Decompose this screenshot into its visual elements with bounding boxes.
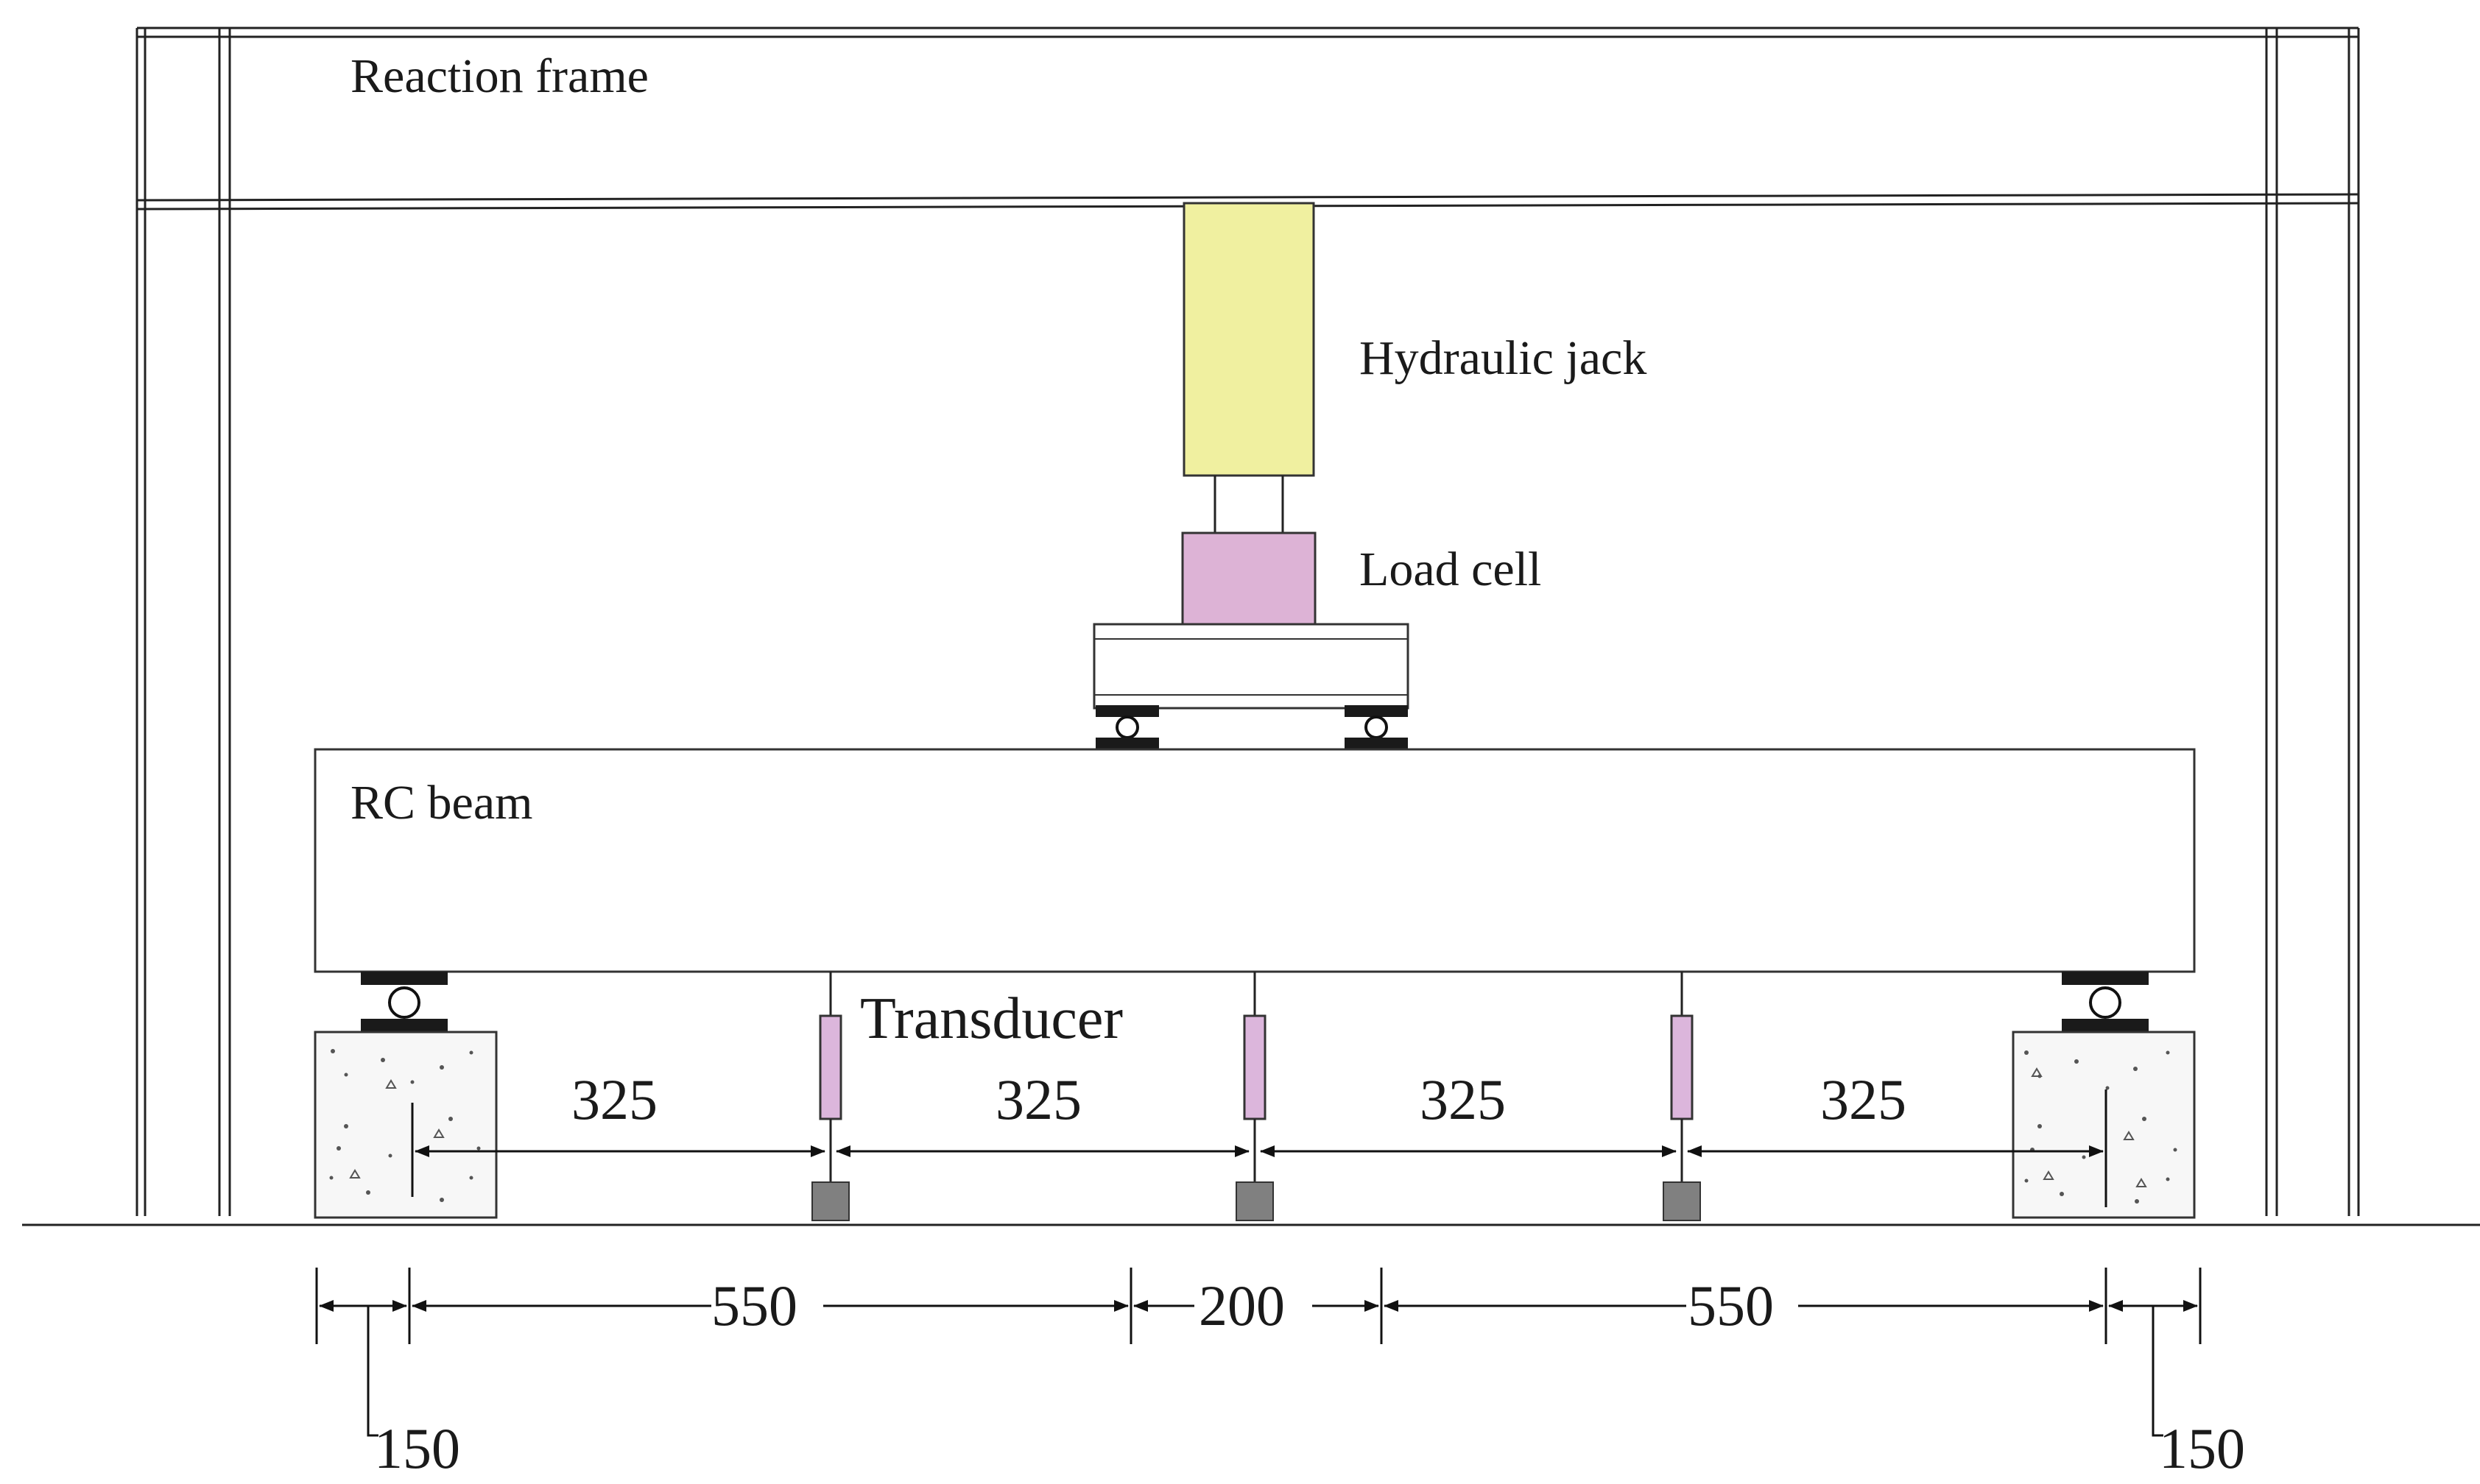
rc-beam xyxy=(314,748,2196,973)
shear-span-left-label: 550 xyxy=(711,1273,797,1338)
loading-roller-right xyxy=(1345,705,1408,749)
reaction-frame-label: Reaction frame xyxy=(350,49,649,103)
load-cell-label: Load cell xyxy=(1359,543,1541,596)
spacing-label-1: 325 xyxy=(571,1067,658,1131)
support-left xyxy=(314,972,498,1219)
hydraulic-jack-label: Hydraulic jack xyxy=(1359,331,1646,385)
hydraulic-jack xyxy=(1183,202,1315,533)
shear-span-right-label: 550 xyxy=(1688,1273,1774,1338)
transducer-mid xyxy=(1236,972,1274,1221)
spacing-label-3: 325 xyxy=(1420,1067,1506,1131)
transducer-left xyxy=(811,972,850,1221)
support-right xyxy=(2012,972,2196,1219)
transducer-label: Transducer xyxy=(860,986,1123,1051)
load-cell xyxy=(1181,531,1317,626)
transducer-right xyxy=(1663,972,1701,1221)
loading-roller-left xyxy=(1096,705,1159,749)
spacing-label-2: 325 xyxy=(996,1067,1082,1131)
spreader-beam xyxy=(1093,623,1409,710)
overhang-left-label: 150 xyxy=(374,1416,460,1480)
load-spacing-label: 200 xyxy=(1199,1273,1285,1338)
transducer-spacing-dimensions xyxy=(411,1089,2107,1207)
reaction-frame xyxy=(135,26,2360,1216)
rc-beam-label: RC beam xyxy=(350,776,532,830)
spacing-label-4: 325 xyxy=(1820,1067,1906,1131)
overhang-right-label: 150 xyxy=(2159,1416,2245,1480)
span-dimension-lines xyxy=(315,1268,2202,1437)
